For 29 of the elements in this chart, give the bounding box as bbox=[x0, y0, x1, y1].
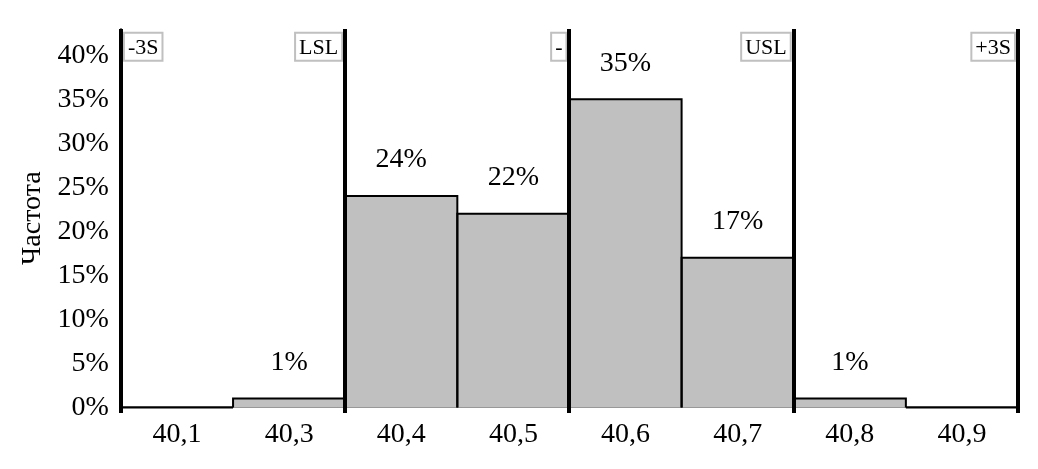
x-tick-label: 40,4 bbox=[376, 416, 426, 448]
data-label: 17% bbox=[712, 204, 764, 236]
x-tick-label: 40,9 bbox=[937, 416, 987, 448]
annotation: - bbox=[555, 33, 563, 59]
x-tick-label: 40,7 bbox=[713, 416, 763, 448]
y-tick-label: 20% bbox=[57, 213, 109, 245]
annotation: USL bbox=[745, 33, 787, 59]
x-tick-label: 40,8 bbox=[825, 416, 875, 448]
y-tick-label: 10% bbox=[57, 301, 109, 333]
data-label: 1% bbox=[270, 344, 308, 376]
x-tick-label: 40,1 bbox=[152, 416, 202, 448]
data-label: 1% bbox=[831, 344, 869, 376]
annotation: LSL bbox=[299, 33, 339, 59]
annotation: +3S bbox=[975, 33, 1012, 59]
y-tick-label: 0% bbox=[71, 389, 109, 421]
data-label: 35% bbox=[599, 45, 652, 77]
y-tick-label: 25% bbox=[57, 169, 109, 201]
x-tick-label: 40,6 bbox=[601, 416, 651, 448]
annotation: -3S bbox=[127, 33, 159, 59]
y-tick-label: 5% bbox=[71, 345, 109, 377]
data-label: 24% bbox=[375, 142, 427, 174]
y-tick-label: 35% bbox=[57, 81, 109, 113]
x-tick-label: 40,3 bbox=[264, 416, 314, 448]
data-label: 22% bbox=[487, 160, 540, 192]
x-tick-label: 40,5 bbox=[488, 416, 538, 448]
y-axis-title: Частота bbox=[15, 170, 47, 265]
y-tick-label: 15% bbox=[57, 257, 109, 289]
y-tick-label: 30% bbox=[57, 125, 109, 157]
y-tick-label: 40% bbox=[57, 37, 109, 69]
